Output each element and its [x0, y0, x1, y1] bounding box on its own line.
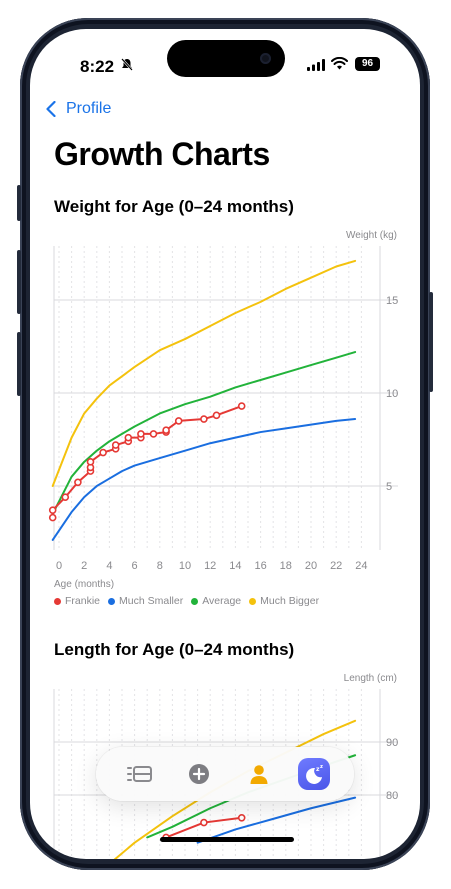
data-point[interactable] — [99, 448, 107, 457]
x-tick-label: 8 — [157, 560, 163, 572]
x-tick-label: 2 — [81, 560, 87, 572]
data-point[interactable] — [61, 493, 70, 501]
data-point[interactable] — [237, 813, 246, 822]
legend-item-much-smaller: Much Smaller — [108, 595, 183, 607]
legend-label: Average — [202, 595, 242, 607]
tab-sleep[interactable]: z z — [298, 758, 331, 790]
volume-down-button — [17, 332, 21, 396]
tab-profile[interactable] — [239, 754, 279, 794]
x-tick-label: 4 — [106, 560, 112, 572]
weight-chart-title: Weight for Age (0–24 months) — [54, 197, 294, 216]
x-tick-label: 0 — [56, 560, 62, 572]
camera-icon — [260, 53, 271, 64]
volume-up-button — [17, 250, 21, 314]
data-point[interactable] — [48, 513, 57, 522]
x-tick-label: 6 — [132, 560, 138, 572]
y-axis-title: Weight (kg) — [346, 230, 397, 241]
y-axis-title: Length (cm) — [344, 673, 397, 684]
y-tick-label: 90 — [386, 737, 398, 749]
power-button — [429, 292, 433, 392]
legend-item-much-bigger: Much Bigger — [249, 595, 319, 607]
plus-circle-icon — [189, 764, 210, 784]
tab-add[interactable] — [179, 754, 219, 794]
svg-text:z: z — [320, 764, 323, 770]
x-tick-label: 22 — [330, 560, 342, 572]
y-tick-label: 80 — [386, 790, 398, 802]
legend-label: Much Smaller — [119, 595, 184, 607]
person-icon — [250, 765, 268, 784]
home-indicator — [160, 837, 294, 842]
dynamic-island — [167, 40, 285, 77]
legend-dot-icon — [191, 597, 199, 605]
cellular-signal-icon — [307, 58, 325, 76]
data-point[interactable] — [237, 402, 246, 410]
x-tick-label: 24 — [355, 560, 367, 572]
action-button — [17, 185, 21, 221]
y-tick-label: 15 — [386, 295, 398, 307]
data-point[interactable] — [124, 433, 133, 442]
x-axis-title: Age (months) — [54, 579, 115, 590]
x-tick-label: 18 — [280, 560, 292, 572]
bell-muted-icon — [121, 58, 133, 74]
legend-dot-icon — [54, 597, 61, 605]
timeline-list-icon — [126, 766, 152, 782]
tab-bar: z z — [96, 747, 354, 801]
data-point[interactable] — [200, 415, 208, 423]
legend-label: Frankie — [65, 595, 101, 607]
data-point[interactable] — [48, 506, 57, 514]
series-line-much-bigger — [51, 259, 357, 487]
series-line-much-smaller — [196, 796, 357, 844]
chart-legend: Frankie Much Smaller Average Much Bigger — [54, 595, 319, 607]
data-point[interactable] — [149, 430, 158, 438]
x-tick-label: 16 — [254, 560, 266, 572]
data-point[interactable] — [86, 458, 95, 466]
legend-item-frankie: Frankie — [54, 595, 100, 607]
y-tick-label: 5 — [386, 481, 392, 493]
data-point[interactable] — [200, 818, 208, 827]
series-line-much-smaller — [51, 418, 357, 541]
data-point[interactable] — [174, 417, 183, 425]
length-chart: 80 90 Length (cm) — [53, 673, 398, 859]
x-tick-label: 12 — [204, 560, 216, 572]
wifi-icon — [331, 56, 348, 75]
legend-item-average: Average — [191, 595, 241, 607]
status-time: 8:22 — [80, 57, 115, 76]
data-point[interactable] — [137, 430, 145, 438]
legend-dot-icon — [249, 597, 257, 605]
data-point[interactable] — [111, 441, 120, 449]
back-button-label: Profile — [66, 100, 112, 117]
legend-label: Much Bigger — [260, 595, 320, 607]
x-tick-label: 10 — [179, 560, 191, 572]
screen: 8:22 96 Profile Growth Charts Weight for… — [30, 29, 420, 859]
legend-dot-icon — [108, 597, 116, 605]
tab-timeline[interactable] — [120, 754, 160, 794]
length-chart-title: Length for Age (0–24 months) — [54, 640, 295, 659]
page-title: Growth Charts — [54, 136, 270, 172]
x-tick-label: 20 — [305, 560, 317, 572]
moon-zzz-icon: z z — [306, 764, 323, 784]
data-point[interactable] — [162, 426, 170, 435]
battery-indicator: 96 — [355, 57, 380, 71]
chevron-left-icon — [46, 101, 56, 117]
x-tick-label: 14 — [229, 560, 241, 572]
data-point[interactable] — [74, 478, 82, 487]
back-button[interactable]: Profile — [46, 100, 111, 118]
svg-text:z: z — [316, 766, 320, 773]
y-tick-label: 10 — [386, 388, 398, 400]
data-point[interactable] — [212, 411, 221, 420]
series-line-average — [51, 351, 357, 515]
